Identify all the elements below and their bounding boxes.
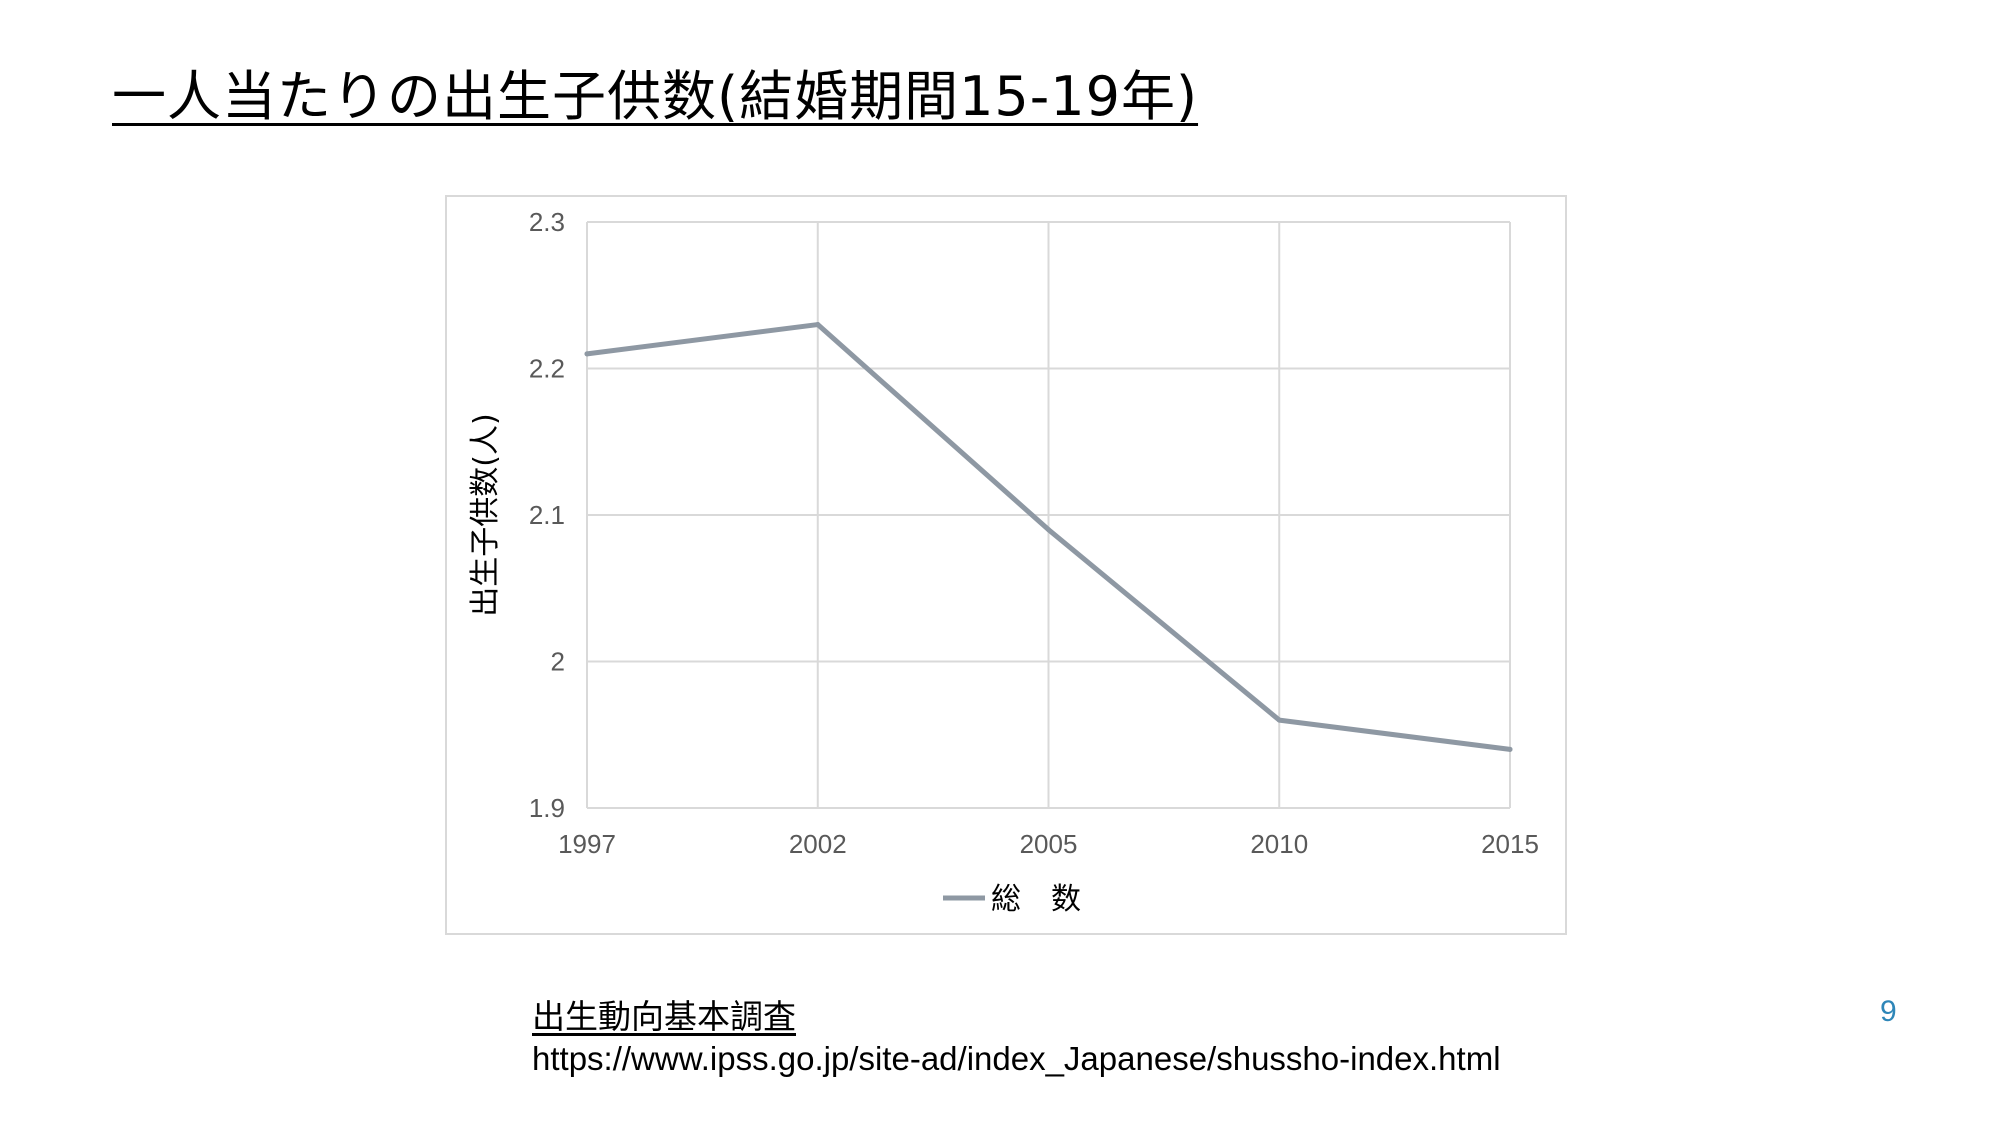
data-point bbox=[1046, 527, 1051, 533]
slide-title: 一人当たりの出生子供数(結婚期間15-19年) bbox=[112, 65, 1199, 128]
x-tick-label: 2005 bbox=[1020, 829, 1078, 859]
x-tick-label: 1997 bbox=[558, 829, 616, 859]
source-title[interactable]: 出生動向基本調査 bbox=[532, 997, 796, 1036]
source-url[interactable]: https://www.ipss.go.jp/site-ad/index_Jap… bbox=[532, 1040, 1501, 1077]
data-point bbox=[1276, 717, 1282, 723]
x-tick-label: 2015 bbox=[1481, 829, 1539, 859]
data-point bbox=[584, 351, 590, 357]
x-tick-label: 2002 bbox=[789, 829, 847, 859]
y-axis-title: 出生子供数(人) bbox=[468, 413, 503, 616]
data-point bbox=[815, 322, 821, 328]
y-tick-label: 2.1 bbox=[529, 500, 565, 530]
y-tick-label: 1.9 bbox=[529, 793, 565, 823]
line-chart: 1.9 2 2.1 2.2 2.3 1997 2002 2005 2010 2015 出生子供数(人… bbox=[468, 207, 1539, 917]
x-tick-label: 2010 bbox=[1250, 829, 1308, 859]
chart-frame: 1.9 2 2.1 2.2 2.3 1997 2002 2005 2010 2015 出生子供数(人… bbox=[445, 195, 1567, 935]
legend-label: 総 数 bbox=[991, 882, 1081, 917]
page-number: 9 bbox=[1880, 995, 1897, 1028]
data-point bbox=[1507, 746, 1513, 752]
y-tick-label: 2.2 bbox=[529, 354, 565, 384]
y-tick-label: 2.3 bbox=[529, 207, 565, 237]
y-tick-label: 2 bbox=[551, 647, 565, 677]
